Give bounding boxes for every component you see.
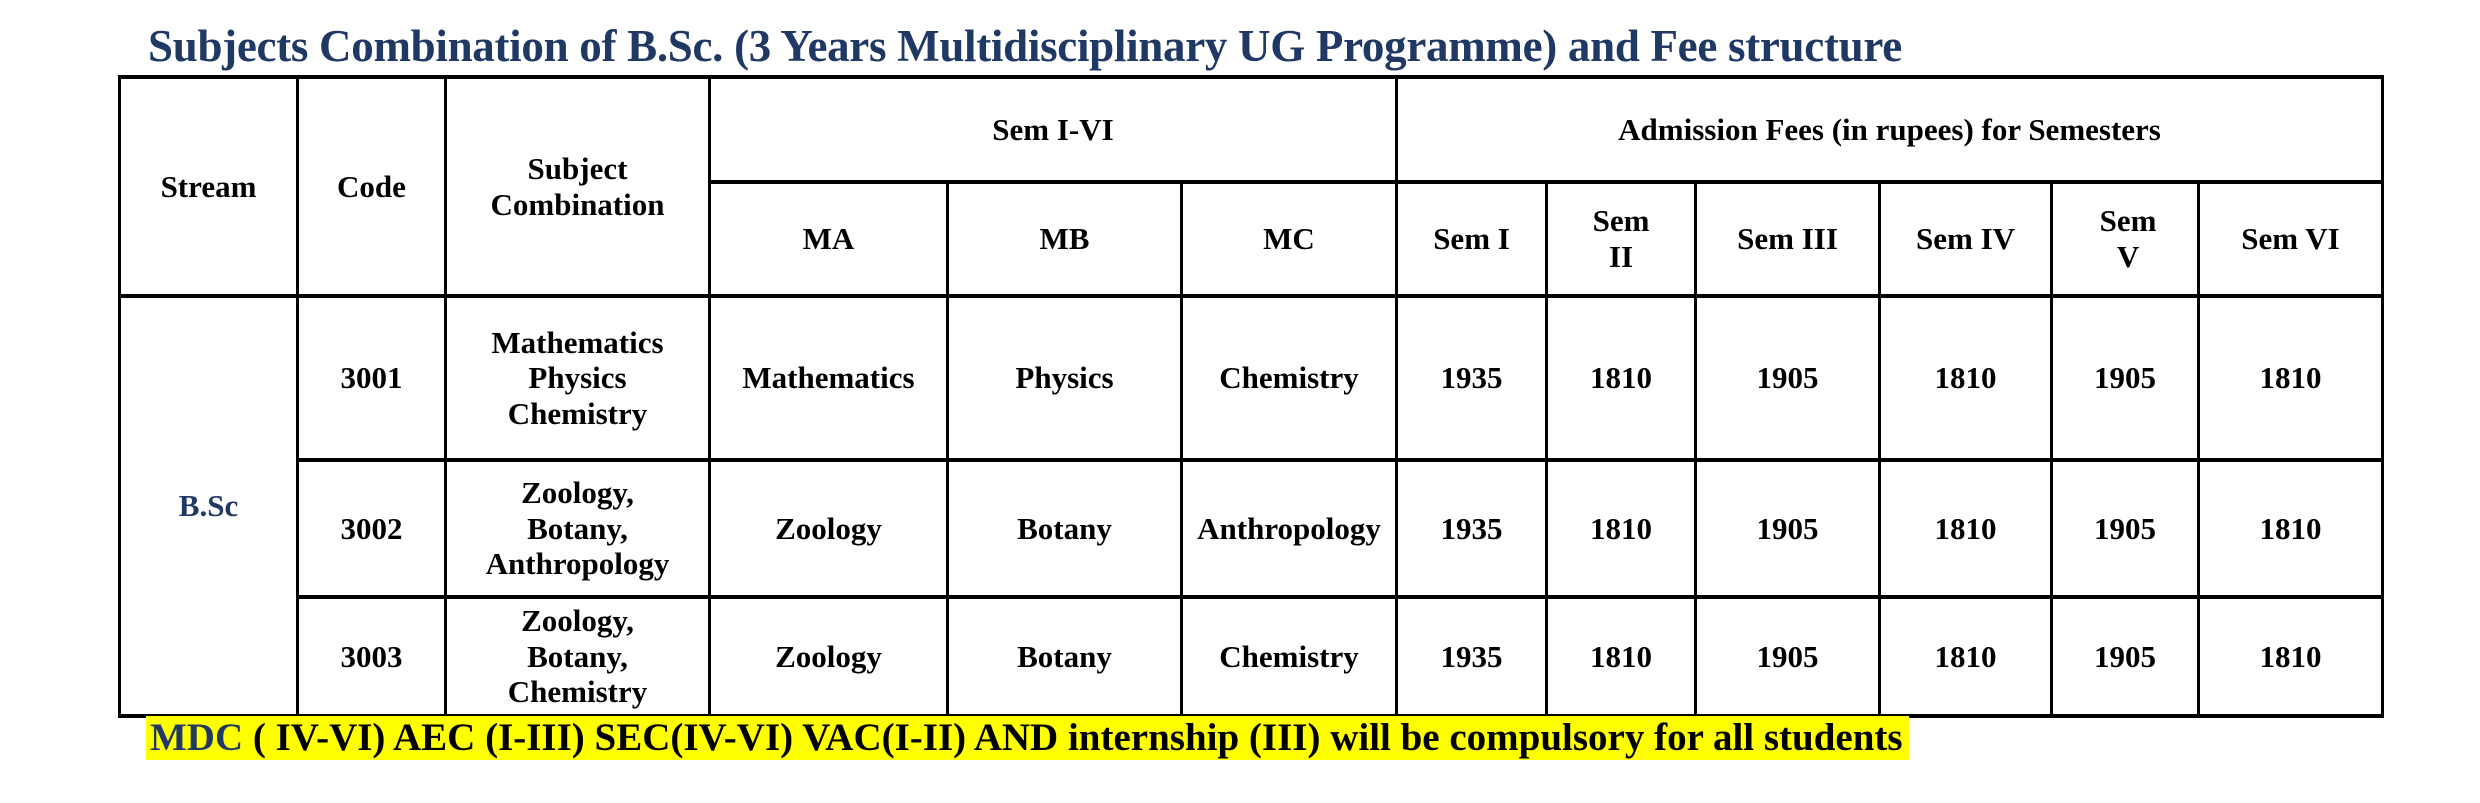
note-body: ( IV-VI) AEC (I-III) SEC(IV-VI) VAC(I-II… — [243, 716, 1903, 759]
table-row: 3003 Zoology, Botany, Chemistry Zoology … — [120, 595, 2385, 718]
header-sem-2: Sem II — [1545, 180, 1698, 298]
header-sub-row: MA MB MC Sem I Sem II Sem III Sem IV Sem… — [120, 180, 2385, 298]
code-3001: 3001 — [296, 294, 447, 462]
header-sem-3: Sem III — [1694, 180, 1882, 298]
header-sem-4: Sem IV — [1878, 180, 2054, 298]
header-sem-5: Sem V — [2050, 180, 2201, 298]
ma-3001: Mathematics — [708, 294, 949, 462]
ma-3003: Zoology — [708, 595, 949, 718]
code-3002: 3002 — [296, 458, 447, 599]
fee-3002-sem2: 1810 — [1545, 458, 1698, 599]
page-title: Subjects Combination of B.Sc. (3 Years M… — [148, 21, 1902, 71]
note-prefix: MDC — [150, 716, 244, 759]
header-sem-group: Sem I-VI — [707, 75, 1399, 184]
fee-structure-table: Stream Code Subject Combination Sem I-VI… — [118, 75, 2385, 718]
fee-3001-sem3: 1905 — [1694, 294, 1882, 462]
fee-3002-sem3: 1905 — [1694, 458, 1882, 599]
fee-3001-sem1: 1935 — [1395, 294, 1549, 462]
fee-3001-sem2: 1810 — [1545, 294, 1698, 462]
header-ma: MA — [708, 180, 949, 298]
header-mb: MB — [946, 180, 1183, 298]
fee-3002-sem5: 1905 — [2050, 458, 2201, 599]
fee-3003-sem5: 1905 — [2050, 595, 2201, 718]
fee-3002-sem1: 1935 — [1395, 458, 1549, 599]
mc-3002: Anthropology — [1179, 458, 1399, 599]
fee-3002-sem6: 1810 — [2197, 458, 2385, 599]
combination-3001: Mathematics Physics Chemistry — [444, 294, 711, 462]
fee-3001-sem6: 1810 — [2197, 294, 2385, 462]
fee-3001-sem5: 1905 — [2050, 294, 2201, 462]
table-row: 3002 Zoology, Botany, Anthropology Zoolo… — [120, 458, 2385, 599]
header-stream: Stream — [118, 75, 299, 298]
mc-3001: Chemistry — [1179, 294, 1399, 462]
ma-3002: Zoology — [708, 458, 949, 599]
combination-3003: Zoology, Botany, Chemistry — [444, 595, 711, 718]
header-mc: MC — [1179, 180, 1399, 298]
fee-3003-sem1: 1935 — [1395, 595, 1549, 718]
header-sem-1: Sem I — [1395, 180, 1549, 298]
fee-3002-sem4: 1810 — [1878, 458, 2054, 599]
combination-3002: Zoology, Botany, Anthropology — [444, 458, 711, 599]
header-subject-combination: Subject Combination — [444, 75, 711, 298]
mb-3003: Botany — [946, 595, 1183, 718]
header-code: Code — [296, 75, 447, 298]
fee-3001-sem4: 1810 — [1878, 294, 2054, 462]
fee-3003-sem3: 1905 — [1694, 595, 1882, 718]
fee-3003-sem6: 1810 — [2197, 595, 2385, 718]
header-sem-6: Sem VI — [2197, 180, 2385, 298]
header-fees-group: Admission Fees (in rupees) for Semesters — [1395, 75, 2385, 184]
fee-3003-sem2: 1810 — [1545, 595, 1698, 718]
fee-3003-sem4: 1810 — [1878, 595, 2054, 718]
mc-3003: Chemistry — [1179, 595, 1399, 718]
mb-3002: Botany — [946, 458, 1183, 599]
compulsory-note: MDC ( IV-VI) AEC (I-III) SEC(IV-VI) VAC(… — [146, 714, 1909, 761]
code-3003: 3003 — [296, 595, 447, 718]
stream-value: B.Sc — [118, 294, 299, 718]
header-group-row: Stream Code Subject Combination Sem I-VI… — [118, 75, 2385, 298]
table-row: B.Sc 3001 Mathematics Physics Chemistry … — [118, 294, 2385, 718]
mb-3001: Physics — [946, 294, 1183, 462]
highlighted-note-text: MDC ( IV-VI) AEC (I-III) SEC(IV-VI) VAC(… — [146, 716, 1909, 760]
